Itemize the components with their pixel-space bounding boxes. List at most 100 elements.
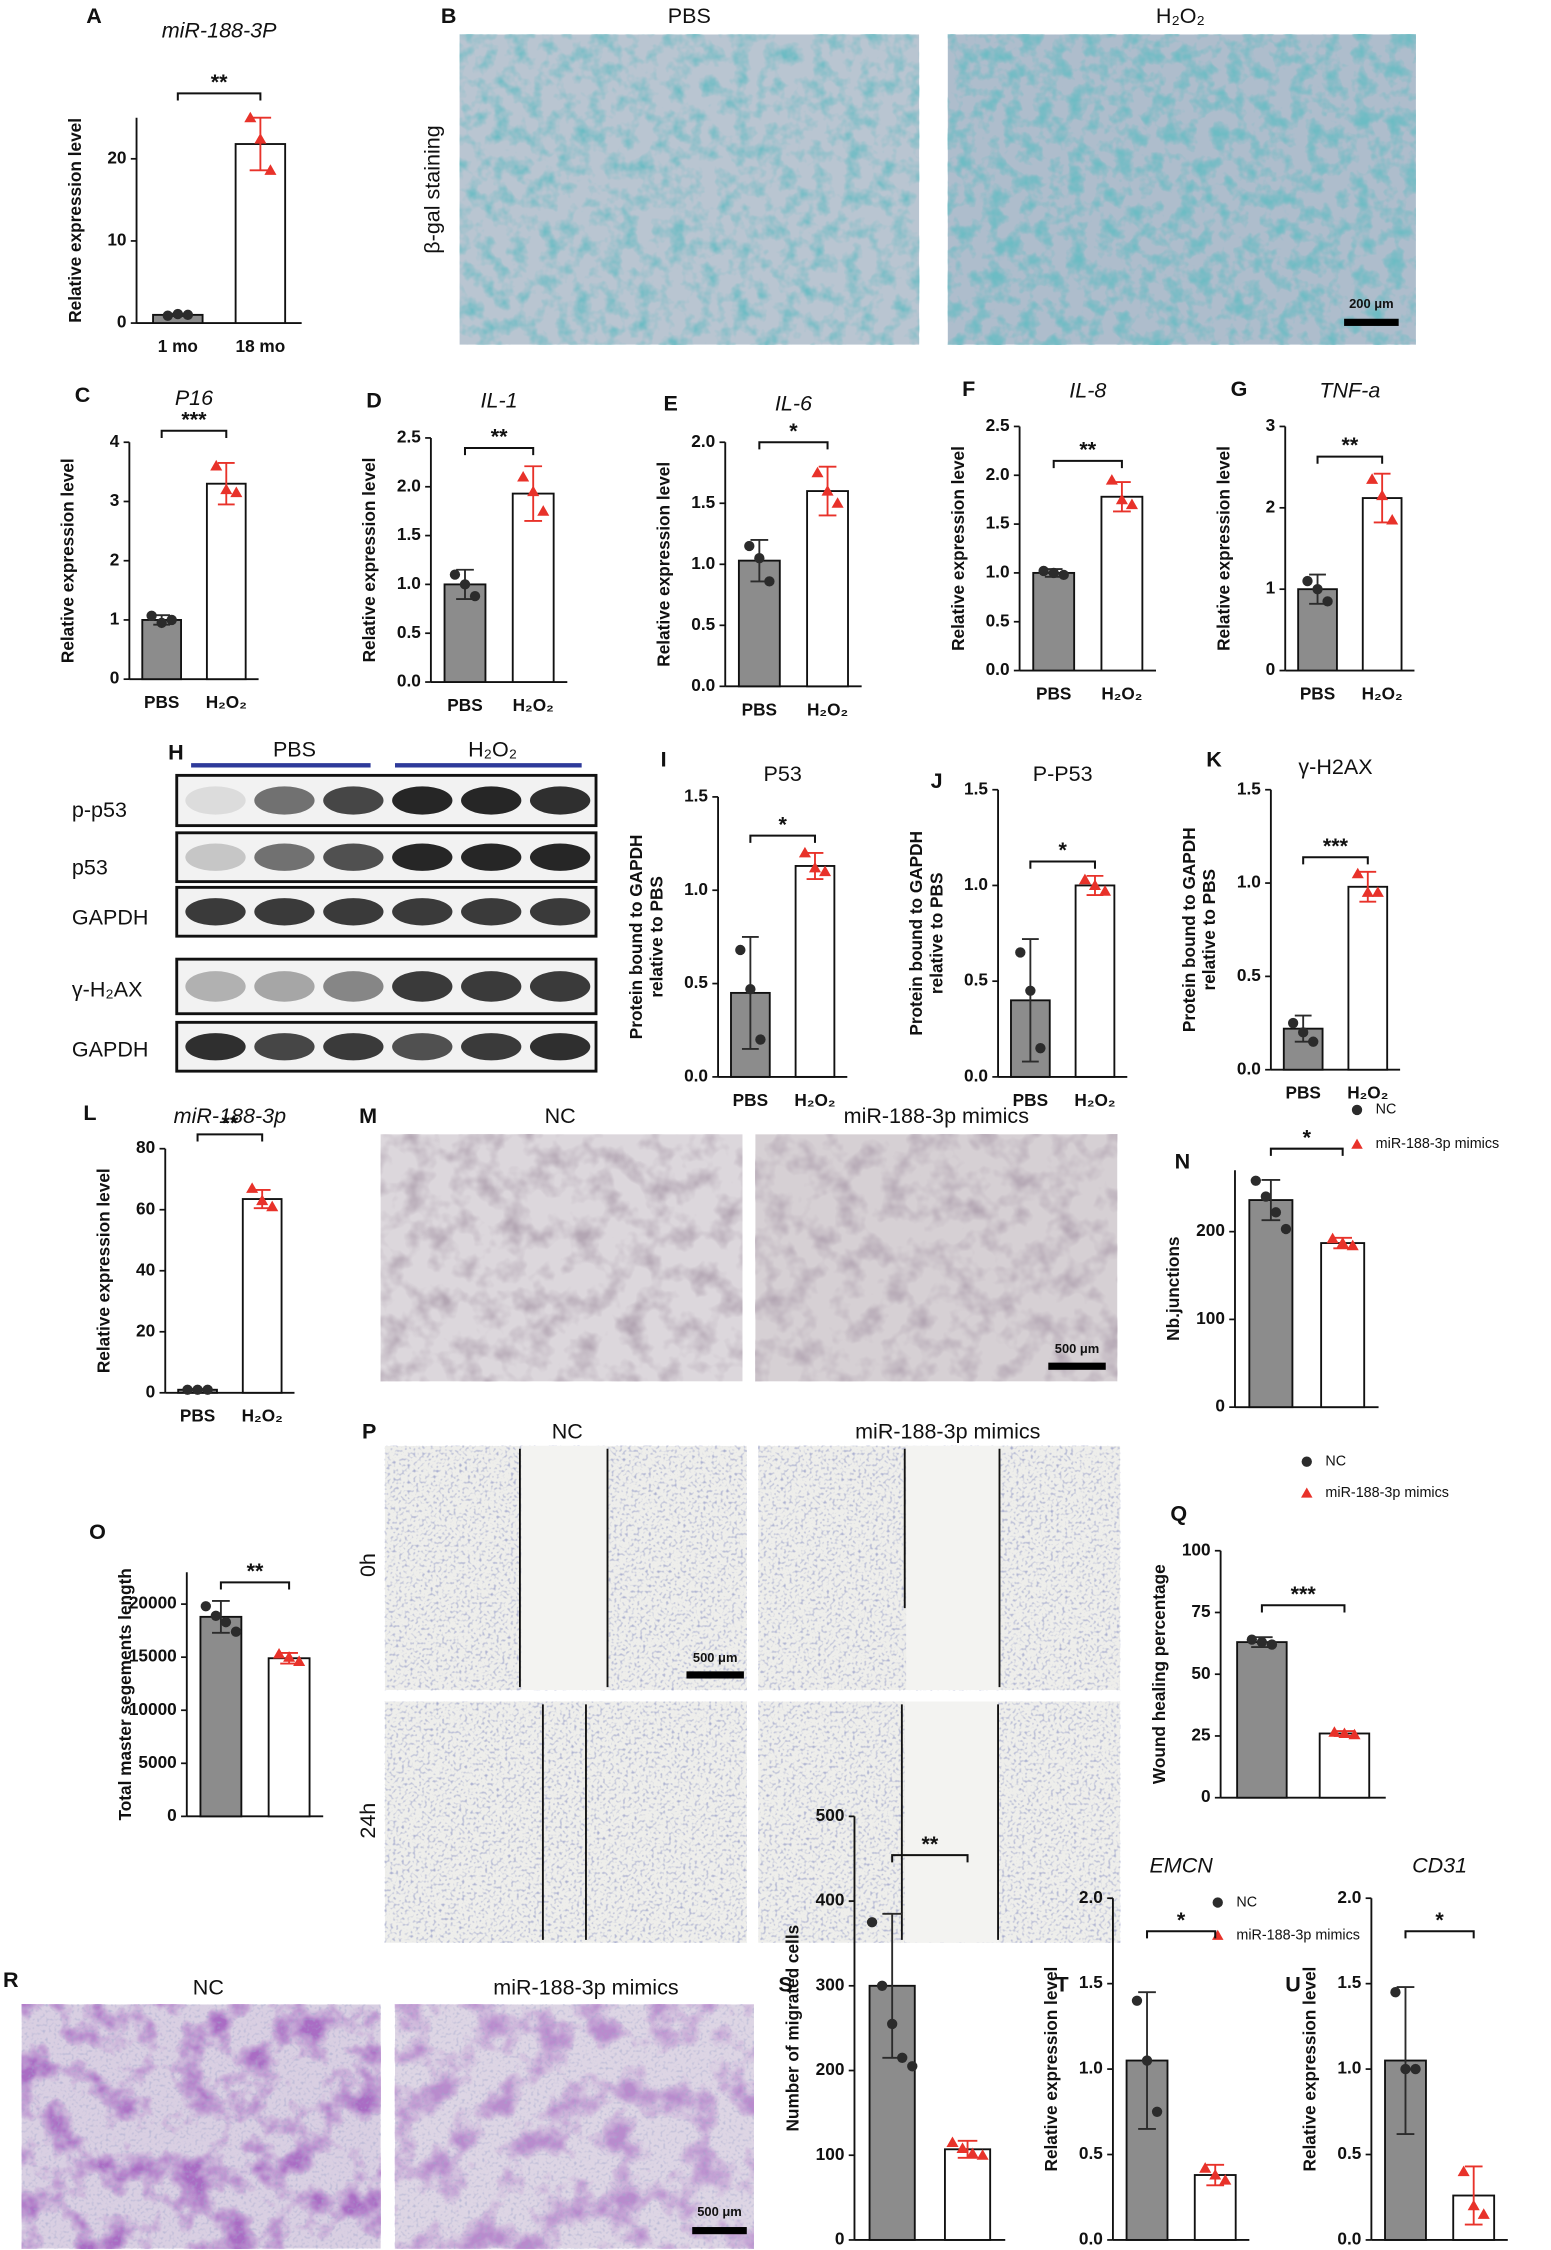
data-point [1336, 1237, 1349, 1248]
legend-label: NC [1236, 1894, 1257, 1910]
data-point [966, 2147, 979, 2159]
x-tick-label: PBS [144, 692, 179, 712]
data-point [210, 1610, 222, 1621]
legend-label: miR-188-3p mimics [1376, 1136, 1500, 1152]
y-tick-label: 0.5 [986, 610, 1010, 630]
micrograph-texture [21, 2004, 381, 2249]
data-point [755, 1034, 766, 1045]
blot-band [461, 898, 522, 926]
y-tick-label: 0.5 [397, 622, 421, 642]
y-tick-label: 0.0 [964, 1065, 988, 1085]
image-title: NC [545, 1104, 576, 1128]
blot-band [529, 971, 591, 1002]
data-point [254, 133, 267, 144]
y-tick-label: 0 [835, 2228, 845, 2248]
y-tick-label: 1.0 [1079, 2058, 1103, 2078]
y-axis-label: relative to PBS [1199, 869, 1219, 991]
significance-label: ** [247, 1559, 264, 1583]
y-axis-label: Total master segements length [115, 1568, 135, 1820]
significance-bracket [1269, 1147, 1344, 1156]
y-tick-label: 40 [136, 1259, 155, 1279]
y-axis-label: relative to PBS [646, 876, 666, 998]
y-tick-label: 0.5 [1079, 2143, 1103, 2163]
blot-band [254, 843, 315, 871]
panel-letter: U [1285, 1972, 1301, 1996]
blot-band [254, 1033, 315, 1061]
data-point [1141, 2055, 1153, 2066]
row-label: GAPDH [72, 1038, 149, 1062]
chart-title: γ-H2AX [1298, 755, 1372, 779]
data-point [469, 590, 481, 602]
legend-label: NC [1325, 1454, 1346, 1470]
chart-title: miR-188-3p [174, 1104, 286, 1128]
y-tick-label: 20000 [129, 1593, 177, 1613]
blot-band [392, 1033, 453, 1061]
data-point [1410, 2063, 1421, 2075]
row-label: p53 [72, 855, 108, 879]
bar [1320, 1242, 1366, 1409]
row-label: 0h [356, 1553, 380, 1577]
significance-bracket [219, 1581, 291, 1590]
data-point [1266, 1639, 1278, 1650]
bar [241, 1198, 283, 1394]
blot-band [323, 898, 384, 926]
y-tick-label: 1.0 [397, 573, 421, 593]
blot-band [254, 898, 315, 926]
significance-label: * [789, 419, 798, 443]
data-point [745, 983, 756, 995]
significance-label: ** [221, 1111, 238, 1135]
image-title: miR-188-3p mimics [855, 1420, 1040, 1444]
data-point [283, 1651, 296, 1662]
panel-letter: I [661, 748, 667, 772]
data-point [1015, 947, 1026, 958]
legend-marker [1351, 1138, 1363, 1149]
data-point [808, 861, 822, 873]
blot-band [529, 786, 591, 815]
x-tick-label: H₂O₂ [1362, 684, 1403, 704]
data-point [1078, 873, 1091, 885]
y-tick-label: 0 [1215, 1396, 1225, 1416]
data-point [897, 2052, 908, 2063]
data-point [182, 1384, 193, 1395]
significance-label: *** [181, 407, 207, 431]
significance-label: * [1303, 1125, 1312, 1149]
significance-bracket [463, 446, 535, 456]
significance-bracket [160, 429, 228, 438]
x-tick-label: H₂O₂ [242, 1406, 283, 1426]
x-tick-label: H₂O₂ [1074, 1090, 1115, 1110]
data-point [517, 470, 530, 482]
legend-label: NC [1376, 1102, 1397, 1118]
x-tick-label: 18 mo [236, 336, 286, 356]
chart-title: P-P53 [1033, 762, 1093, 786]
y-tick-label: 0.5 [964, 970, 988, 990]
data-point [1386, 513, 1399, 525]
chart-title: P16 [175, 386, 213, 410]
data-point [1260, 1191, 1272, 1202]
scale-bar-label: 200 μm [1349, 296, 1394, 311]
significance-label: ** [491, 425, 508, 449]
y-tick-label: 0.0 [1237, 1058, 1261, 1078]
x-tick-label: H₂O₂ [206, 692, 247, 712]
data-point [1328, 1726, 1341, 1737]
x-tick-label: H₂O₂ [794, 1090, 835, 1110]
data-point [210, 459, 223, 471]
data-point [1351, 867, 1364, 879]
data-point [527, 485, 540, 497]
micrograph-texture [755, 1134, 1118, 1382]
y-tick-label: 1.5 [684, 785, 708, 805]
group-label: PBS [273, 738, 316, 762]
y-axis-label: Protein bound to GAPDH [906, 831, 926, 1036]
bar [1236, 1641, 1288, 1799]
chart-title: IL-1 [481, 389, 518, 413]
y-tick-label: 100 [1196, 1308, 1225, 1328]
blot-band [323, 786, 384, 815]
data-point [273, 1647, 286, 1659]
data-point [1025, 985, 1036, 996]
y-tick-label: 400 [816, 1890, 845, 1910]
panel-letter: C [75, 383, 91, 407]
micrograph-texture [384, 1701, 747, 1943]
micrograph-texture [459, 34, 920, 345]
panel-letter: F [962, 377, 975, 401]
significance-label: *** [1291, 1582, 1317, 1606]
